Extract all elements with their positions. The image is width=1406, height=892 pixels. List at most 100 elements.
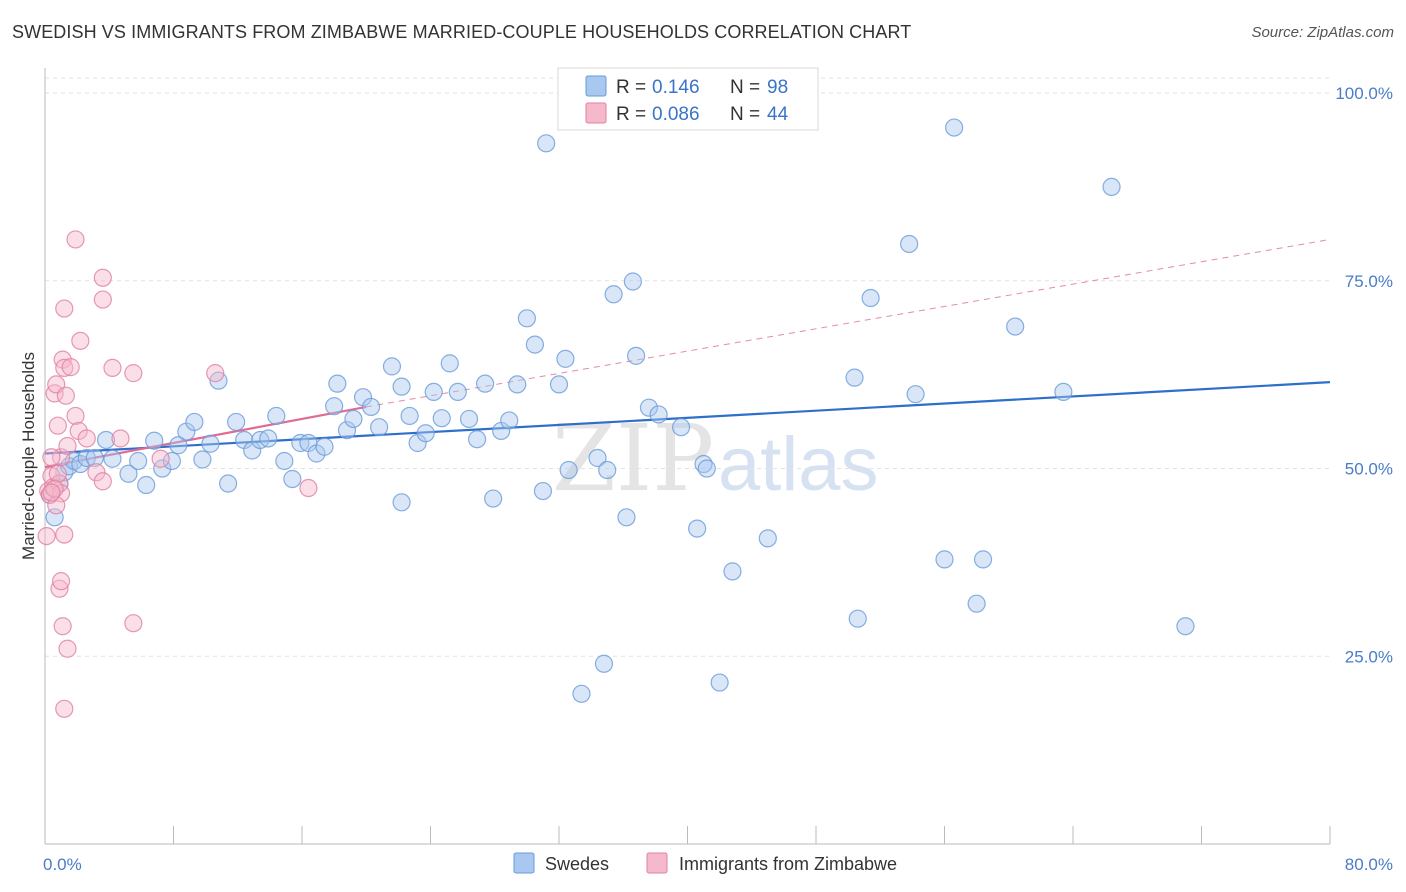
chart-source: Source: ZipAtlas.com	[1251, 24, 1394, 41]
point-zimbabwe	[50, 579, 69, 598]
point-swedes	[572, 684, 591, 703]
point-zimbabwe	[55, 699, 74, 718]
tick-labels: 25.0% 50.0% 75.0% 100.0% 0.0% 80.0%	[43, 84, 1393, 874]
point-zimbabwe	[37, 526, 56, 546]
point-zimbabwe	[55, 299, 74, 318]
legend-r-value: 0.146	[652, 77, 700, 98]
point-swedes	[537, 134, 556, 153]
point-swedes	[145, 431, 164, 450]
point-swedes	[193, 450, 212, 469]
point-swedes	[697, 459, 716, 478]
y-tick-label: 100.0%	[1335, 84, 1393, 103]
legend-r-label: R =	[616, 77, 646, 98]
x-tick-label: 0.0%	[43, 855, 82, 874]
point-swedes	[935, 550, 954, 569]
point-swedes	[283, 469, 302, 489]
point-swedes	[861, 288, 880, 308]
point-swedes	[556, 349, 575, 368]
point-swedes	[424, 382, 443, 402]
point-swedes	[103, 449, 122, 468]
point-swedes	[370, 418, 389, 437]
point-swedes	[710, 673, 729, 692]
point-swedes	[400, 406, 419, 426]
point-swedes	[973, 550, 993, 569]
point-swedes	[392, 493, 411, 512]
point-swedes	[440, 354, 459, 373]
point-swedes	[517, 309, 536, 328]
axes	[44, 68, 1331, 845]
bottom-legend-swatch-swedes	[513, 852, 535, 874]
y-tick-label: 25.0%	[1345, 647, 1393, 666]
chart-title: SWEDISH VS IMMIGRANTS FROM ZIMBABWE MARR…	[12, 22, 912, 42]
point-zimbabwe	[53, 617, 72, 636]
point-swedes	[484, 489, 503, 508]
grid-lines	[45, 77, 1330, 657]
point-swedes	[639, 398, 659, 417]
point-swedes	[1176, 617, 1195, 636]
point-zimbabwe	[151, 449, 170, 468]
point-swedes	[723, 562, 742, 581]
point-swedes	[500, 411, 519, 430]
point-zimbabwe	[66, 230, 85, 249]
point-swedes	[275, 451, 294, 471]
point-swedes	[623, 272, 642, 291]
point-zimbabwe	[87, 463, 106, 482]
point-swedes	[392, 377, 411, 396]
point-zimbabwe	[61, 358, 80, 377]
point-swedes	[945, 118, 964, 137]
legend-r-label: R =	[616, 104, 646, 125]
point-swedes	[588, 448, 607, 468]
point-swedes	[671, 418, 691, 437]
x-tick-label: 80.0%	[1345, 855, 1393, 874]
point-zimbabwe	[206, 364, 225, 383]
point-swedes	[459, 409, 479, 429]
point-zimbabwe	[111, 429, 130, 448]
point-swedes	[848, 609, 867, 628]
point-swedes	[900, 234, 919, 254]
point-swedes	[328, 374, 347, 393]
point-swedes	[508, 375, 527, 394]
point-zimbabwe	[42, 483, 61, 502]
point-swedes	[1054, 382, 1073, 402]
point-zimbabwe	[93, 268, 112, 287]
point-zimbabwe	[45, 384, 64, 403]
point-swedes	[559, 460, 578, 480]
point-swedes	[617, 508, 636, 527]
point-swedes	[626, 346, 646, 365]
point-swedes	[1006, 317, 1025, 336]
point-zimbabwe	[71, 331, 90, 350]
bottom-legend-label-zimbabwe: Immigrants from Zimbabwe	[679, 854, 897, 874]
point-swedes	[96, 430, 116, 450]
point-swedes	[604, 285, 623, 304]
point-swedes	[525, 335, 545, 354]
legend-r-value: 0.086	[652, 104, 700, 125]
point-swedes	[201, 434, 220, 453]
data-points	[37, 89, 1195, 718]
point-swedes	[533, 481, 553, 501]
y-axis-title: Married-couple Households	[19, 352, 38, 560]
point-zimbabwe	[55, 358, 74, 377]
point-zimbabwe	[58, 436, 77, 456]
point-swedes	[382, 357, 402, 376]
legend-swatch-zimbabwe	[585, 102, 607, 124]
watermark-atlas: atlas	[718, 422, 879, 507]
point-zimbabwe	[42, 448, 61, 467]
point-swedes	[267, 406, 286, 426]
legend-n-value: 98	[767, 77, 788, 98]
point-swedes	[185, 412, 204, 432]
point-swedes	[1102, 177, 1121, 196]
trend-line-zimbabwe-dashed	[366, 238, 1331, 408]
point-swedes	[85, 448, 104, 468]
point-swedes	[598, 460, 617, 480]
legend-n-label: N =	[730, 104, 760, 125]
point-zimbabwe	[48, 464, 67, 483]
point-swedes	[845, 368, 864, 387]
point-zimbabwe	[93, 472, 112, 491]
point-swedes	[758, 529, 777, 548]
point-swedes	[688, 519, 707, 538]
point-swedes	[448, 382, 467, 402]
bottom-legend-swatch-zimbabwe	[646, 852, 668, 874]
point-swedes	[219, 474, 238, 493]
point-swedes	[432, 409, 451, 428]
